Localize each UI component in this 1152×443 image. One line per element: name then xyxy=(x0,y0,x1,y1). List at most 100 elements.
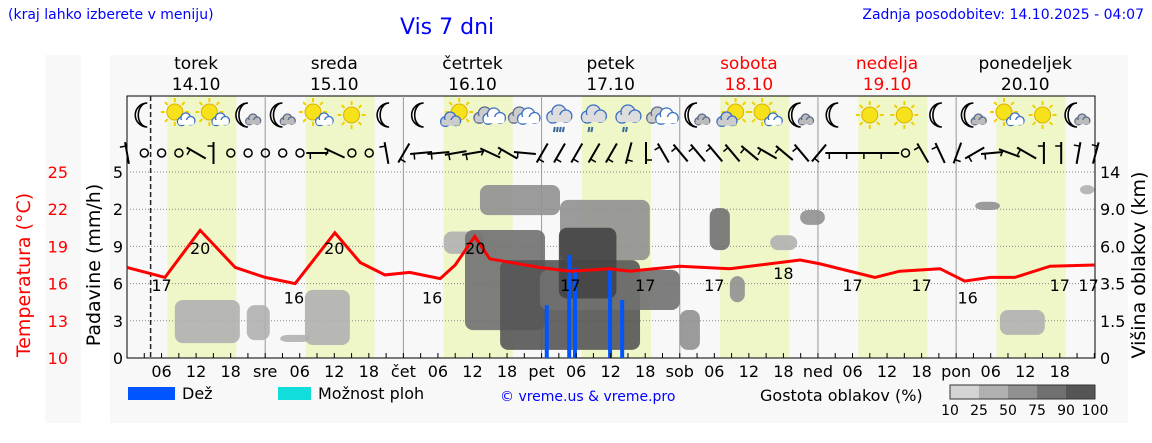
sun-cloud-icon xyxy=(989,98,1025,127)
sun-ray xyxy=(724,101,730,106)
cloud-base xyxy=(212,120,229,125)
rain-drop xyxy=(587,126,591,133)
moon-crescent xyxy=(787,102,801,128)
wind-feather xyxy=(740,148,746,154)
cloud-base xyxy=(582,115,606,122)
wind-barb-icon xyxy=(877,152,900,159)
wind-feather xyxy=(119,145,126,148)
cloud-base xyxy=(616,115,640,122)
hour-label: 18 xyxy=(359,362,379,381)
temperature-label: 17 xyxy=(911,276,931,295)
sun-ray xyxy=(319,101,324,106)
wind-shaft xyxy=(427,151,450,155)
temperature-label: 17 xyxy=(560,276,580,295)
day-name: nedelja xyxy=(856,54,918,74)
rain-light-icon xyxy=(615,104,642,133)
cloud-base xyxy=(656,117,678,124)
day-date: 20.10 xyxy=(1001,75,1050,95)
wind-shaft xyxy=(497,146,518,160)
wind-barb-icon xyxy=(671,143,689,163)
sun-disc xyxy=(753,103,771,121)
cloud-blob xyxy=(999,310,1045,335)
wind-barb-icon xyxy=(1037,142,1045,164)
rain-light-icon xyxy=(580,104,608,133)
sun-ray xyxy=(181,101,186,106)
precip-tick-label: 3 xyxy=(113,312,123,331)
cloud-sun-icon xyxy=(439,98,474,128)
clouds-icon xyxy=(507,106,541,125)
hour-label: 18 xyxy=(1050,362,1070,381)
wind-feather xyxy=(448,154,451,161)
sun-ray xyxy=(357,121,363,126)
rain-drop xyxy=(561,126,565,133)
wind-calm-icon xyxy=(139,148,150,158)
sun-icon xyxy=(337,101,366,129)
wind-barb-icon xyxy=(913,142,930,164)
cloud-blob xyxy=(679,310,700,350)
moon-crescent xyxy=(960,102,974,128)
temperature-label: 20 xyxy=(465,239,485,258)
sun-ray xyxy=(302,118,307,123)
day-name: sreda xyxy=(311,54,358,74)
hour-label: 12 xyxy=(600,362,620,381)
moon-icon xyxy=(929,102,942,128)
density-level-label: 50 xyxy=(999,403,1017,419)
wind-shaft xyxy=(553,142,566,164)
wind-feather xyxy=(465,154,468,161)
wind-feather xyxy=(572,158,579,163)
sun-disc xyxy=(166,103,184,121)
day-date: 18.10 xyxy=(725,75,774,95)
wind-barb-icon xyxy=(444,150,467,161)
wind-shaft xyxy=(605,142,618,164)
density-swatch xyxy=(1037,385,1066,399)
wind-calm-icon xyxy=(347,148,357,158)
day-name: ponedeljek xyxy=(979,54,1073,74)
wind-barb-icon xyxy=(980,151,1004,160)
temp-tick-label: 10 xyxy=(48,349,68,368)
cloud-height-tick-label: 9.0 xyxy=(1100,200,1125,219)
wind-shaft xyxy=(672,143,689,163)
wind-feather xyxy=(757,149,762,156)
cloud-sun-icon xyxy=(716,98,750,128)
wind-feather xyxy=(590,158,597,163)
hour-label: 18 xyxy=(911,362,931,381)
wind-barb-icon xyxy=(792,143,810,163)
temperature-label: 17 xyxy=(635,276,655,295)
wind-feather xyxy=(555,158,562,163)
credit-link[interactable]: © vreme.us & vreme.pro xyxy=(500,389,675,405)
rain-legend-label: Dež xyxy=(182,384,213,403)
cloud-base xyxy=(316,120,333,125)
sun-disc xyxy=(995,103,1013,121)
sun-ray xyxy=(1031,121,1037,126)
precipitation-axis-label: Padavine (mm/h) xyxy=(83,184,105,347)
cloud-base xyxy=(1007,120,1024,125)
temp-tick-label: 13 xyxy=(48,312,68,331)
moon-cloud-icon xyxy=(235,102,262,128)
sun-ray xyxy=(859,104,864,109)
temperature-axis-label: Temperatura (°C) xyxy=(13,193,35,358)
wind-barb-icon xyxy=(654,142,670,164)
cloud-base xyxy=(518,117,540,124)
wind-barb-icon xyxy=(757,146,778,160)
wind-feather xyxy=(671,147,677,153)
rain-drop xyxy=(558,126,562,133)
wind-feather xyxy=(325,149,329,156)
cloud-height-tick-label: 14 xyxy=(1100,163,1120,182)
sun-disc xyxy=(1034,106,1052,124)
cloud-blob xyxy=(770,235,798,251)
sun-ray xyxy=(876,121,881,126)
rain-bar xyxy=(572,267,577,358)
cloud-blob xyxy=(304,289,350,345)
wind-barb-icon xyxy=(461,150,485,161)
wind-barb-icon xyxy=(570,142,584,164)
wind-feather xyxy=(814,157,820,163)
hour-label: 12 xyxy=(324,362,344,381)
moon-icon xyxy=(376,102,390,128)
sun-ray xyxy=(993,118,998,123)
cloud-blob xyxy=(709,208,730,251)
wind-feather xyxy=(186,149,191,156)
wind-barb-icon xyxy=(811,143,827,163)
sun-disc xyxy=(304,103,322,121)
wind-feather xyxy=(399,158,406,163)
